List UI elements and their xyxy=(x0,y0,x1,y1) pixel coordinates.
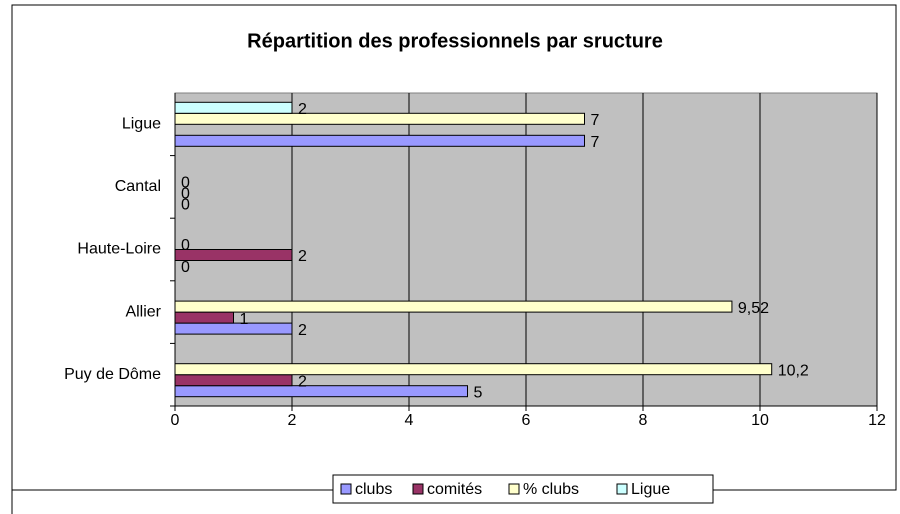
data-label: 2 xyxy=(298,373,307,390)
legend-box xyxy=(332,474,714,504)
legend-swatch xyxy=(412,483,424,495)
x-tick-label: 0 xyxy=(171,412,180,429)
data-label: 2 xyxy=(298,101,307,118)
y-tick-label: Cantal xyxy=(115,178,161,195)
legend-label: comités xyxy=(427,481,482,498)
data-label: 7 xyxy=(591,134,600,151)
y-tick-label: Allier xyxy=(125,303,161,320)
legend-swatch xyxy=(340,483,352,495)
x-tick-label: 2 xyxy=(288,412,297,429)
x-tick-label: 12 xyxy=(868,412,886,429)
bar xyxy=(174,311,234,324)
x-tick-label: 8 xyxy=(639,412,648,429)
data-label: 0 xyxy=(181,237,190,254)
bar xyxy=(174,112,585,125)
x-tick-label: 10 xyxy=(751,412,769,429)
data-label: 2 xyxy=(298,322,307,339)
legend-swatch xyxy=(508,483,520,495)
data-label: 7 xyxy=(591,112,600,129)
legend-label: % clubs xyxy=(523,481,579,498)
bar xyxy=(174,374,293,387)
legend-label: Ligue xyxy=(631,481,670,498)
bar xyxy=(174,249,293,261)
data-label: 0 xyxy=(181,259,190,276)
bar xyxy=(174,322,293,335)
data-label: 0 xyxy=(181,175,190,192)
data-label: 10,2 xyxy=(778,362,809,379)
x-tick-label: 4 xyxy=(405,412,414,429)
bar xyxy=(174,385,468,398)
bar xyxy=(174,134,585,147)
y-tick-label: Puy de Dôme xyxy=(64,366,161,383)
data-label: 0 xyxy=(181,197,190,214)
chart-title: Répartition des professionnels par sruct… xyxy=(247,30,663,52)
y-tick-label: Haute-Loire xyxy=(77,241,161,258)
legend-swatch xyxy=(616,483,628,495)
data-label: 0 xyxy=(181,186,190,203)
y-tick-label: Ligue xyxy=(122,116,161,133)
data-label: 1 xyxy=(240,311,249,328)
bar xyxy=(174,101,293,114)
legend-label: clubs xyxy=(355,481,392,498)
bar xyxy=(174,300,733,313)
data-label: 5 xyxy=(474,384,483,401)
x-tick-label: 6 xyxy=(522,412,531,429)
bar xyxy=(174,363,773,376)
data-label: 2 xyxy=(298,248,307,265)
data-label: 9,52 xyxy=(738,300,769,317)
